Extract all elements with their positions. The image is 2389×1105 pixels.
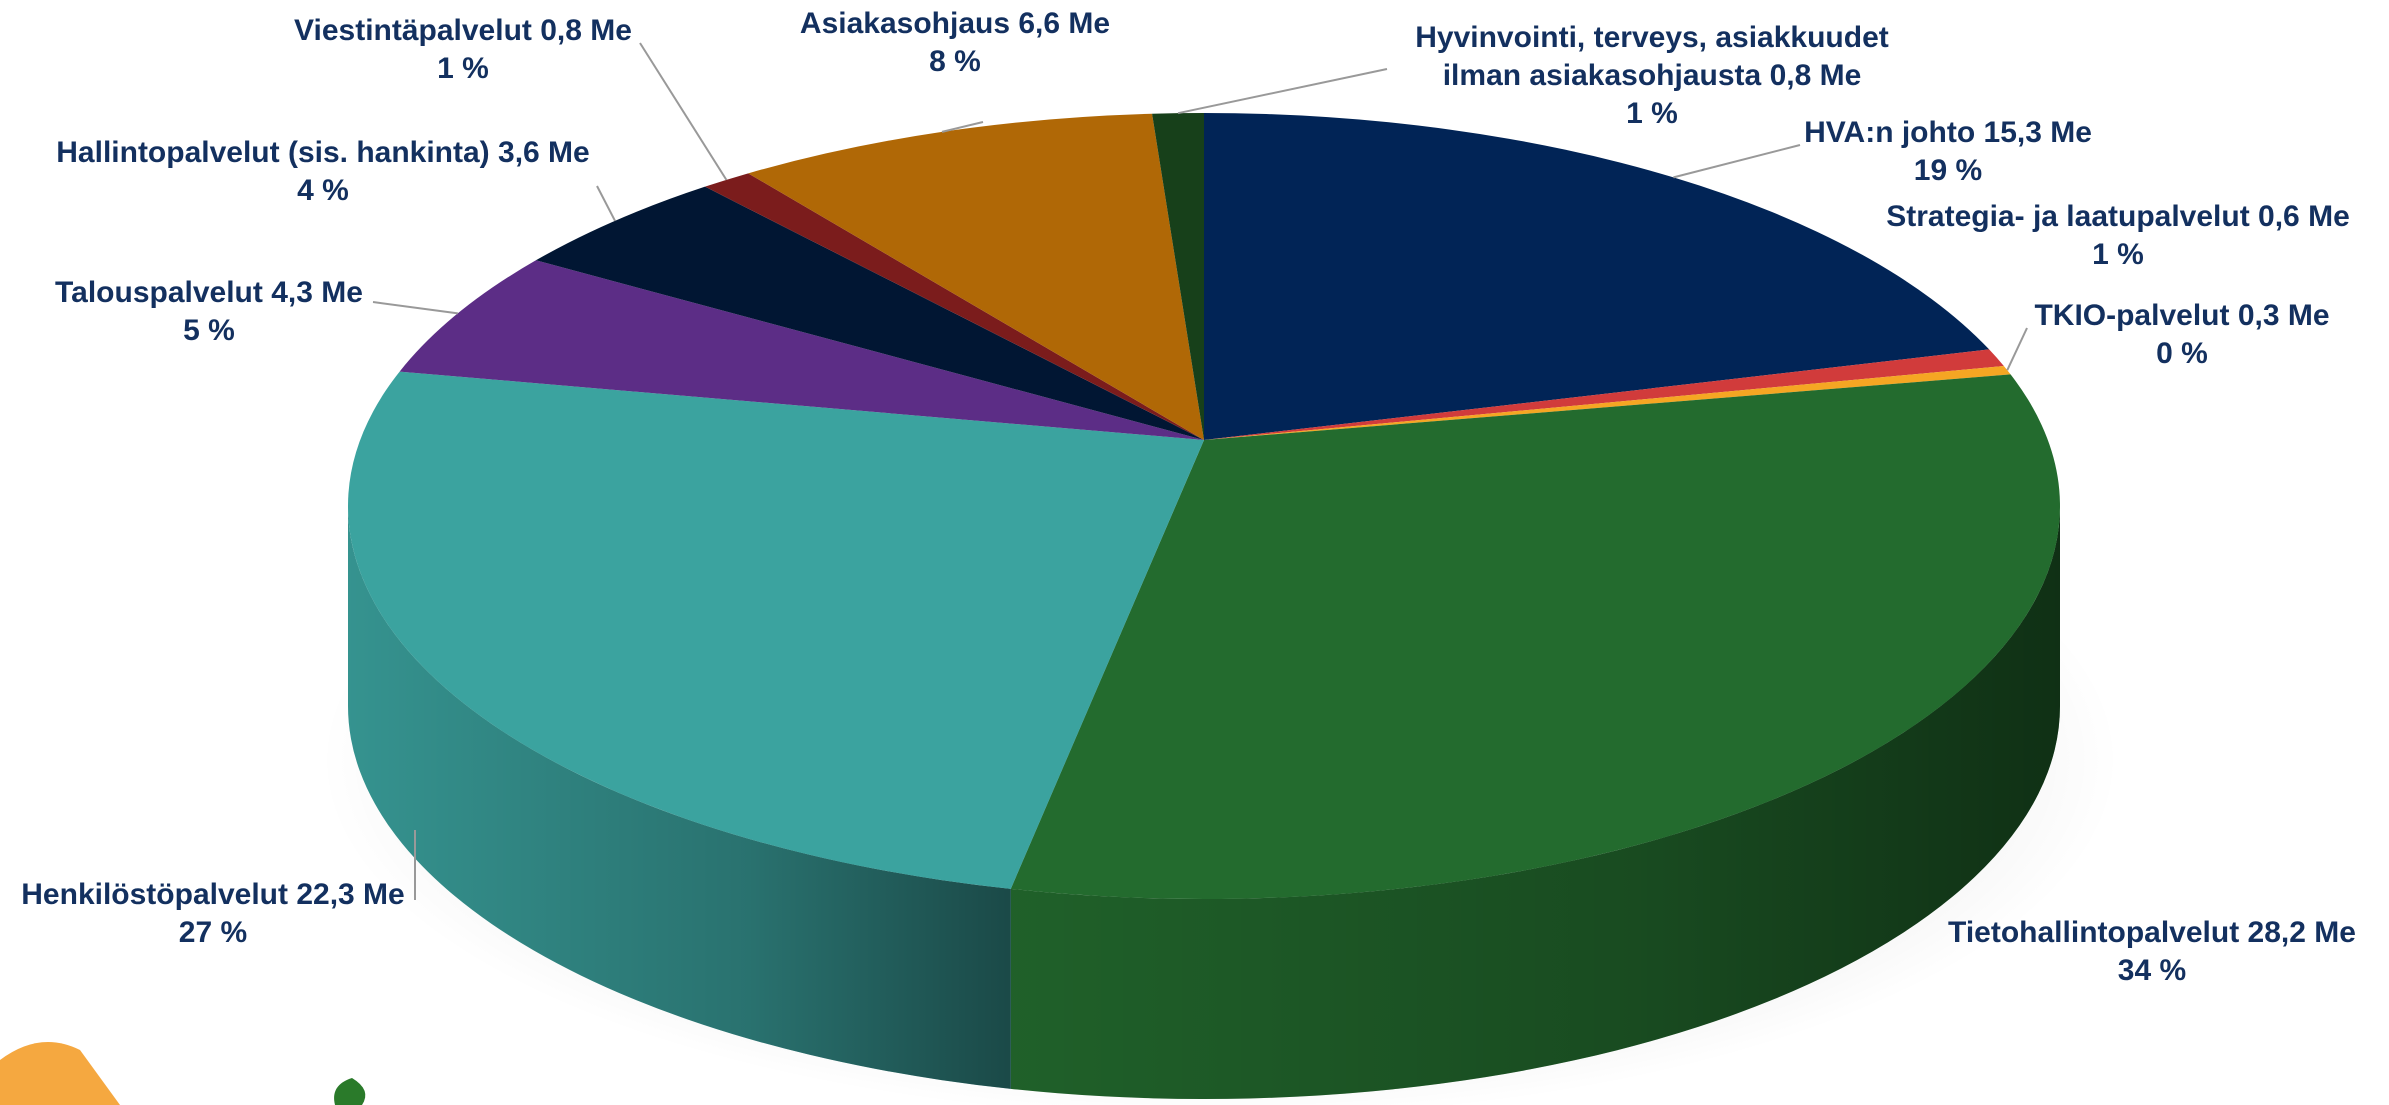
amount-label: 6,6 Me — [1018, 7, 1110, 40]
category-label: Henkilöstöpalvelut — [21, 878, 288, 911]
page: HVA:n johto 15,3 Me19 %Strategia- ja laa… — [0, 0, 2389, 1105]
category-label: Asiakasohjaus — [800, 7, 1010, 40]
amount-label: 4,3 Me — [271, 276, 363, 309]
percent-label: 19 % — [1914, 154, 1982, 187]
leader-line — [373, 302, 458, 313]
slice-label: Hyvinvointi, terveys, asiakkuudet ilman … — [1412, 19, 1892, 133]
amount-label: 22,3 Me — [296, 878, 404, 911]
percent-label: 27 % — [179, 916, 247, 949]
slice-label: Hallintopalvelut (sis. hankinta) 3,6 Me 4… — [56, 134, 589, 210]
slice-label: Tietohallintopalvelut 28,2 Me 34 % — [1948, 914, 2356, 990]
percent-label: 1 % — [2092, 238, 2144, 271]
leader-line — [1178, 69, 1387, 113]
category-label: Talouspalvelut — [55, 276, 263, 309]
amount-label: 0,3 Me — [2238, 299, 2330, 332]
amount-label: 15,3 Me — [1984, 116, 2092, 149]
percent-label: 4 % — [297, 174, 349, 207]
percent-label: 5 % — [183, 314, 235, 347]
percent-label: 34 % — [2118, 954, 2186, 987]
percent-label: 1 % — [1626, 97, 1678, 130]
slice-label: TKIO-palvelut 0,3 Me 0 % — [2034, 297, 2329, 373]
percent-label: 1 % — [437, 52, 489, 85]
category-label: Hallintopalvelut (sis. hankinta) — [56, 136, 489, 169]
amount-label: 0,6 Me — [2258, 200, 2350, 233]
amount-label: 28,2 Me — [2248, 916, 2356, 949]
slice-label: Strategia- ja laatupalvelut 0,6 Me 1 % — [1886, 198, 2350, 274]
percent-label: 8 % — [929, 45, 981, 78]
slice-label: Asiakasohjaus 6,6 Me 8 % — [800, 5, 1110, 81]
amount-label: 0,8 Me — [1770, 59, 1862, 92]
decoration-blob — [0, 1042, 120, 1105]
category-label: TKIO-palvelut — [2034, 299, 2229, 332]
leader-line — [597, 186, 615, 221]
leader-line — [1673, 145, 1800, 177]
decoration-leaf — [334, 1078, 365, 1105]
category-label: Tietohallintopalvelut — [1948, 916, 2239, 949]
category-label: Strategia- ja laatupalvelut — [1886, 200, 2249, 233]
category-label: Viestintäpalvelut — [294, 14, 532, 47]
leader-line — [2007, 328, 2027, 370]
slice-label: Henkilöstöpalvelut 22,3 Me 27 % — [21, 876, 404, 952]
leader-line — [640, 43, 726, 180]
slice-label: Talouspalvelut 4,3 Me 5 % — [55, 274, 363, 350]
percent-label: 0 % — [2156, 337, 2208, 370]
amount-label: 0,8 Me — [540, 14, 632, 47]
amount-label: 3,6 Me — [498, 136, 590, 169]
slice-label: Viestintäpalvelut 0,8 Me 1 % — [294, 12, 632, 88]
